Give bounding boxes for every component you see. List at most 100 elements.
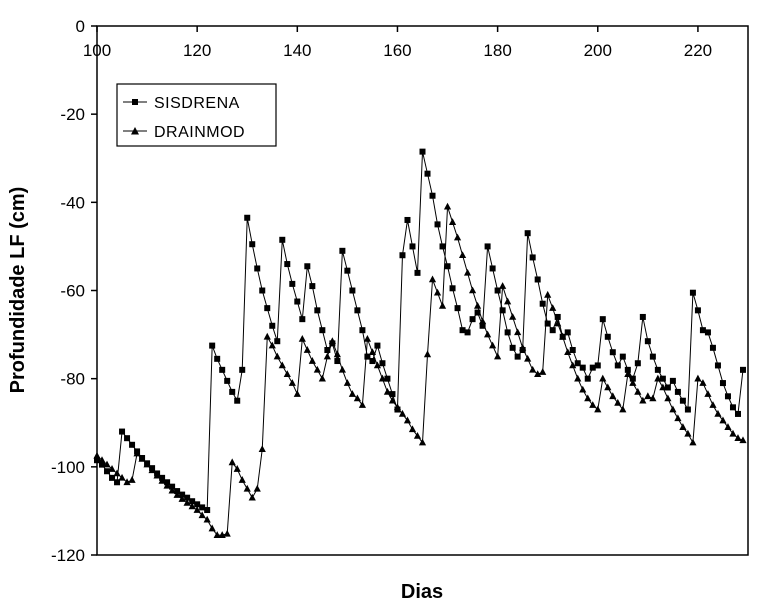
- data-point-sisdrena: [409, 243, 416, 250]
- data-point-sisdrena: [659, 375, 666, 382]
- data-point-drainmod: [589, 401, 597, 408]
- data-point-drainmod: [308, 357, 316, 364]
- data-point-drainmod: [724, 423, 732, 430]
- data-point-sisdrena: [209, 342, 216, 349]
- data-point-drainmod: [664, 394, 672, 402]
- data-point-sisdrena: [419, 148, 426, 155]
- data-point-drainmod: [494, 352, 502, 360]
- series-layer: [93, 148, 747, 538]
- x-tick-label: 100: [83, 41, 111, 60]
- data-point-drainmod: [519, 343, 527, 351]
- data-point-sisdrena: [269, 322, 276, 329]
- data-point-sisdrena: [294, 298, 301, 305]
- data-point-drainmod: [559, 332, 567, 340]
- data-point-drainmod: [433, 288, 442, 296]
- data-point-drainmod: [258, 445, 266, 452]
- data-point-sisdrena: [299, 316, 306, 323]
- y-tick-label: -120: [51, 546, 85, 565]
- data-point-drainmod: [278, 361, 286, 369]
- data-point-sisdrena: [359, 327, 366, 334]
- data-point-drainmod: [98, 456, 106, 464]
- data-point-drainmod: [358, 401, 367, 408]
- data-point-drainmod: [659, 383, 667, 391]
- data-point-drainmod: [273, 352, 281, 360]
- data-point-drainmod: [714, 409, 722, 417]
- data-point-sisdrena: [704, 329, 711, 336]
- data-point-sisdrena: [699, 327, 706, 334]
- data-point-drainmod: [534, 370, 542, 378]
- data-point-sisdrena: [729, 404, 736, 411]
- data-point-sisdrena: [339, 247, 346, 254]
- data-point-drainmod: [468, 286, 477, 294]
- data-point-sisdrena: [279, 236, 286, 243]
- data-point-sisdrena: [604, 333, 611, 340]
- data-point-sisdrena: [249, 241, 256, 248]
- data-point-sisdrena: [439, 243, 446, 250]
- legend-label-sisdrena: SISDRENA: [154, 95, 240, 112]
- x-tick-label: 180: [483, 41, 511, 60]
- data-point-drainmod: [423, 350, 432, 358]
- y-tick-label: -60: [60, 282, 85, 301]
- data-point-drainmod: [574, 374, 582, 382]
- data-point-drainmod: [634, 387, 642, 395]
- data-point-sisdrena: [229, 388, 236, 395]
- data-point-sisdrena: [274, 338, 281, 345]
- data-point-drainmod: [443, 202, 452, 210]
- data-point-sisdrena: [99, 461, 106, 468]
- data-point-drainmod: [438, 301, 447, 309]
- x-tick-label: 200: [584, 41, 612, 60]
- data-point-drainmod: [669, 405, 677, 413]
- data-point-drainmod: [629, 379, 637, 386]
- data-point-drainmod: [383, 387, 392, 395]
- data-point-sisdrena: [484, 243, 491, 250]
- data-point-sisdrena: [554, 313, 561, 320]
- data-point-drainmod: [609, 392, 617, 400]
- data-point-drainmod: [113, 469, 121, 477]
- data-point-sisdrena: [669, 377, 676, 384]
- data-point-sisdrena: [234, 397, 241, 404]
- data-point-drainmod: [719, 416, 727, 424]
- data-point-sisdrena: [434, 221, 441, 228]
- data-point-drainmod: [318, 374, 326, 382]
- data-point-sisdrena: [449, 285, 456, 292]
- data-point-drainmod: [238, 476, 246, 483]
- data-point-drainmod: [188, 502, 196, 510]
- data-point-drainmod: [644, 392, 652, 400]
- data-point-drainmod: [213, 531, 221, 538]
- data-point-sisdrena: [609, 349, 616, 356]
- data-point-drainmod: [298, 334, 306, 342]
- data-point-sisdrena: [389, 391, 396, 398]
- data-point-drainmod: [333, 350, 341, 358]
- data-point-sisdrena: [264, 305, 271, 312]
- data-point-sisdrena: [244, 214, 251, 221]
- data-point-sisdrena: [404, 216, 411, 223]
- data-point-drainmod: [564, 348, 572, 356]
- data-point-drainmod: [183, 498, 191, 506]
- data-point-drainmod: [323, 352, 331, 360]
- data-point-sisdrena: [679, 397, 686, 404]
- data-point-drainmod: [398, 409, 407, 417]
- data-point-sisdrena: [479, 322, 486, 329]
- data-point-sisdrena: [259, 287, 266, 294]
- data-point-sisdrena: [544, 320, 551, 327]
- series-drainmod: [93, 202, 747, 538]
- data-point-drainmod: [93, 451, 101, 459]
- data-point-drainmod: [268, 341, 276, 349]
- data-point-drainmod: [509, 312, 517, 320]
- data-point-sisdrena: [379, 360, 386, 367]
- data-point-drainmod: [709, 401, 717, 408]
- data-point-sisdrena: [624, 366, 631, 373]
- data-point-sisdrena: [469, 316, 476, 323]
- data-point-sisdrena: [239, 366, 246, 373]
- data-point-drainmod: [163, 481, 171, 489]
- x-tick-label: 160: [383, 41, 411, 60]
- data-point-drainmod: [408, 425, 417, 433]
- data-point-sisdrena: [429, 192, 436, 199]
- data-point-drainmod: [203, 515, 211, 523]
- data-point-drainmod: [173, 491, 181, 498]
- data-point-sisdrena: [709, 344, 716, 351]
- data-point-sisdrena: [589, 364, 596, 371]
- data-point-drainmod: [208, 524, 216, 532]
- data-point-drainmod: [118, 473, 126, 481]
- data-point-drainmod: [739, 436, 747, 444]
